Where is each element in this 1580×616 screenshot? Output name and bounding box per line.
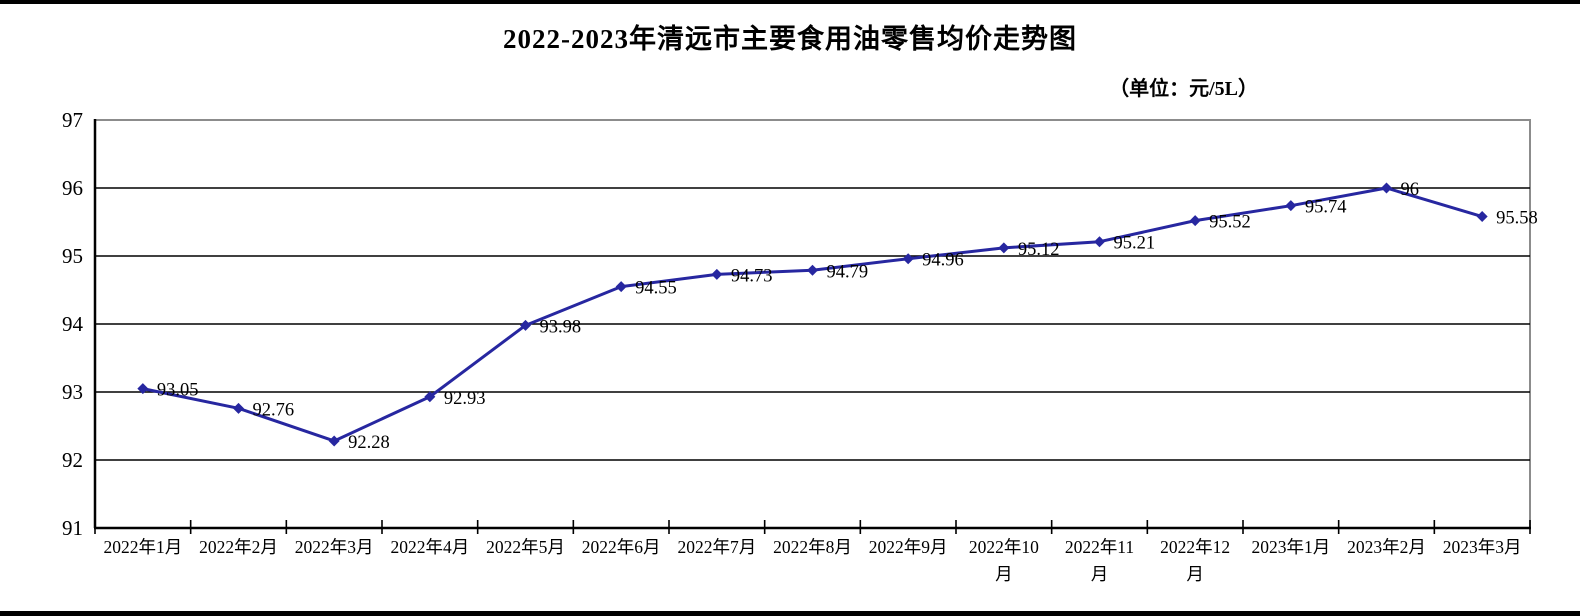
data-point-marker	[1476, 211, 1488, 223]
data-label: 95.74	[1305, 198, 1347, 218]
data-label: 94.96	[922, 251, 964, 271]
data-point-marker	[711, 268, 723, 280]
x-tick-label: 2022年3月	[295, 537, 374, 557]
data-point-marker	[902, 253, 914, 265]
data-point-marker	[520, 319, 531, 331]
x-tick-label: 2022年9月	[869, 537, 948, 557]
x-tick-label: 2022年12 月	[1160, 537, 1230, 584]
data-label: 93.98	[540, 317, 582, 337]
x-tick-label: 2022年5月	[486, 537, 565, 557]
data-point-marker	[424, 391, 436, 403]
data-label: 96	[1401, 180, 1420, 200]
unit-label: （单位：元/5L）	[1109, 78, 1258, 100]
data-point-marker	[1094, 236, 1105, 248]
data-label: 92.76	[253, 400, 295, 420]
x-tick-label: 2022年6月	[582, 537, 661, 557]
y-tick-label: 92	[62, 448, 83, 472]
data-label: 95.12	[1018, 240, 1060, 260]
data-label: 94.55	[635, 279, 677, 299]
data-point-marker	[615, 281, 627, 293]
data-label: 95.58	[1496, 209, 1538, 229]
x-tick-label: 2022年4月	[390, 537, 469, 557]
x-tick-label: 2022年11 月	[1065, 537, 1134, 584]
data-label: 92.93	[444, 389, 486, 409]
x-tick-label: 2023年2月	[1347, 537, 1426, 557]
y-tick-label: 96	[62, 176, 83, 200]
price-line	[141, 186, 1484, 443]
x-tick-label: 2023年1月	[1251, 537, 1330, 557]
data-point-marker	[807, 264, 818, 276]
y-tick-label: 95	[62, 244, 83, 268]
data-label: 92.28	[348, 433, 390, 453]
chart-title: 2022-2023年清远市主要食用油零售均价走势图	[503, 24, 1077, 54]
data-label: 94.79	[827, 262, 869, 282]
data-point-marker	[998, 242, 1010, 254]
data-label: 93.05	[157, 381, 199, 401]
data-point-marker	[328, 435, 340, 447]
x-tick-label: 2022年7月	[677, 537, 756, 557]
data-point-marker	[1189, 215, 1201, 227]
data-point-marker	[233, 402, 244, 414]
x-tick-label: 2022年10 月	[969, 537, 1039, 584]
x-tick-label: 2022年8月	[773, 537, 852, 557]
y-tick-label: 97	[62, 108, 83, 132]
data-label: 95.52	[1209, 213, 1251, 233]
x-tick-label: 2023年3月	[1443, 537, 1522, 557]
data-label: 94.73	[731, 266, 773, 286]
data-point-marker	[1381, 182, 1392, 194]
data-label: 95.21	[1114, 234, 1156, 254]
y-tick-label: 93	[62, 380, 83, 404]
y-tick-label: 91	[62, 516, 83, 540]
data-point-marker	[1285, 200, 1297, 212]
y-tick-label: 94	[62, 312, 84, 336]
data-point-marker	[137, 383, 149, 395]
x-tick-label: 2022年2月	[199, 537, 278, 557]
x-tick-label: 2022年1月	[103, 537, 182, 557]
top-border-rule	[0, 0, 1580, 4]
bottom-border-rule	[0, 611, 1580, 616]
